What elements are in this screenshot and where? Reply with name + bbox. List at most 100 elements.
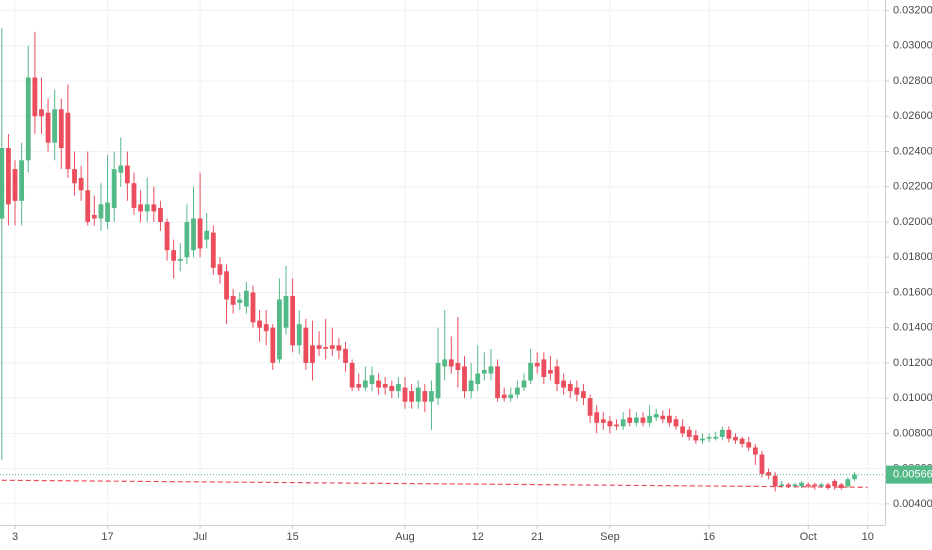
overlay <box>0 474 885 488</box>
candle-body <box>303 327 309 363</box>
x-tick-label: 21 <box>531 531 543 543</box>
candle-body <box>58 109 64 148</box>
candle-body <box>310 345 315 363</box>
candle-body <box>574 387 580 395</box>
candle-body <box>541 359 547 378</box>
candle-body <box>442 359 448 367</box>
candle-body <box>766 472 771 476</box>
candle-body <box>448 359 454 367</box>
candle-body <box>316 345 322 349</box>
candle-body <box>45 112 51 143</box>
candle-body <box>435 362 441 399</box>
trend-line <box>1 479 868 488</box>
y-tick-label: 0.01400 <box>893 322 932 334</box>
candle-body <box>607 421 613 427</box>
candle-body <box>25 77 31 161</box>
candle-body <box>501 394 507 399</box>
candle-body <box>521 380 527 388</box>
last-price-box <box>886 465 932 484</box>
candle-body <box>6 147 11 205</box>
candle-body <box>581 391 586 399</box>
candle-body <box>415 387 421 402</box>
candle-body <box>138 204 144 212</box>
x-tick-label: Aug <box>395 531 415 543</box>
candle-body <box>124 165 130 184</box>
candle-body <box>746 442 752 448</box>
y-tick-label: 0.02800 <box>893 75 932 87</box>
candle-body <box>779 484 785 487</box>
candle-body <box>468 380 474 392</box>
candle-body <box>620 419 626 427</box>
candle-body <box>455 362 461 370</box>
candle-body <box>197 218 203 249</box>
x-tick-label: 17 <box>101 531 113 543</box>
candle-body <box>819 484 824 487</box>
candle-body <box>52 109 58 143</box>
candle-body <box>739 438 745 444</box>
candle-body <box>98 204 104 219</box>
candle-body <box>647 415 652 423</box>
candle-body <box>290 295 296 346</box>
grid <box>0 0 885 525</box>
candle-body <box>772 475 778 487</box>
candle-body <box>495 366 500 399</box>
candle-body <box>151 204 157 212</box>
candle-body <box>653 414 659 418</box>
candle-body <box>719 429 725 437</box>
candle-body <box>759 454 765 474</box>
candle-body <box>402 387 408 402</box>
candle-body <box>805 484 811 487</box>
candle-body <box>528 362 533 381</box>
candle-body <box>283 295 289 328</box>
candle-body <box>111 169 117 208</box>
candle-body <box>257 320 262 328</box>
candle-body <box>475 373 481 385</box>
candle-body <box>587 398 593 416</box>
candle-body <box>627 417 633 423</box>
candle-body <box>554 366 560 385</box>
candle-body <box>263 324 269 332</box>
candle-body <box>277 299 282 360</box>
candle-body <box>514 387 520 395</box>
x-tick-label: 15 <box>287 531 299 543</box>
candle-body <box>633 417 639 423</box>
candle-body <box>429 391 434 402</box>
candle-body <box>561 380 567 388</box>
candle-body <box>323 347 329 349</box>
candle-body <box>356 384 362 388</box>
candle-body <box>72 169 77 184</box>
candle-body <box>792 484 798 487</box>
y-tick-label: 0.02000 <box>893 216 932 228</box>
candle-body <box>336 345 342 351</box>
y-tick-label: 0.01800 <box>893 251 932 263</box>
candle-body <box>382 384 388 388</box>
candle-body <box>343 348 348 363</box>
candle-body <box>32 77 38 117</box>
candle-body <box>78 177 84 191</box>
candle-body <box>230 295 236 305</box>
candle-body <box>845 479 851 487</box>
candle-body <box>508 394 514 399</box>
candle-body <box>726 429 732 439</box>
candle-body <box>614 424 619 427</box>
candle-body <box>105 202 110 222</box>
candle-body <box>0 147 5 219</box>
candle-body <box>481 369 487 374</box>
candle-body <box>567 384 573 392</box>
candle-body <box>184 221 190 258</box>
candle-body <box>12 169 18 201</box>
candle-body <box>594 412 600 423</box>
candle-body <box>118 165 124 173</box>
candle-body <box>376 380 381 388</box>
candle-body <box>177 258 183 261</box>
y-tick-label: 0.01000 <box>893 392 932 404</box>
y-tick-label: 0.03200 <box>893 4 932 16</box>
candle-body <box>65 112 71 170</box>
candle-body <box>270 327 276 363</box>
candle-body <box>693 435 699 441</box>
candle-body <box>191 218 196 251</box>
candles <box>0 28 857 492</box>
